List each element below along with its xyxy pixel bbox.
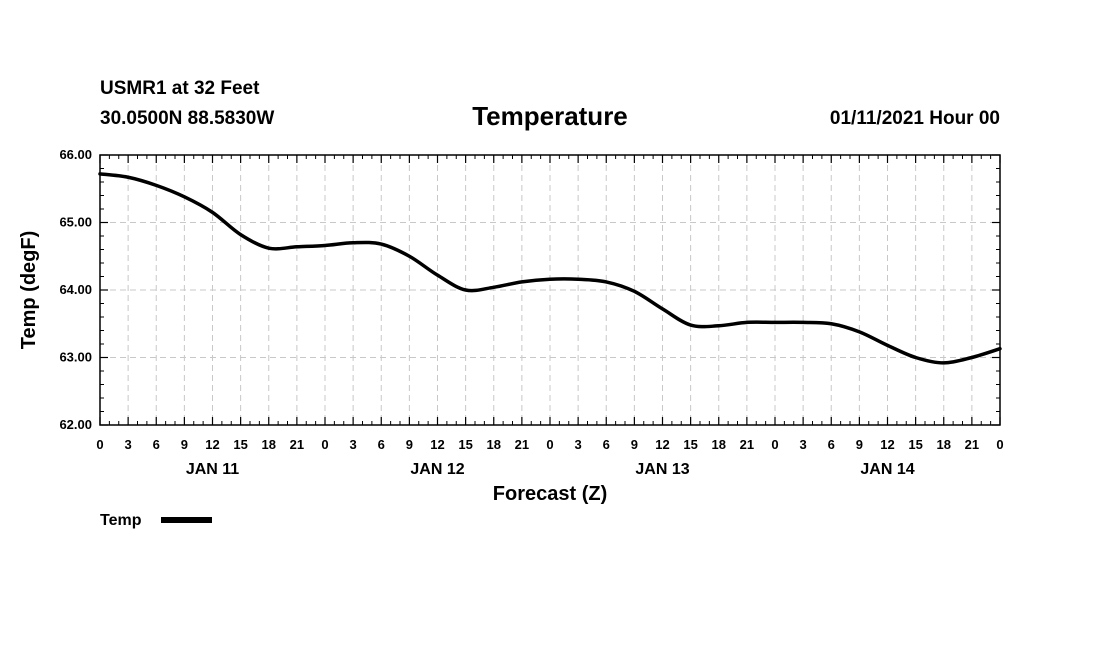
x-tick-label: 9: [406, 437, 413, 452]
x-tick-label: 21: [965, 437, 979, 452]
series-group: [98, 172, 1002, 365]
x-tick-label: 0: [96, 437, 103, 452]
y-axis-label: Temp (degF): [18, 231, 40, 350]
x-tick-label: 3: [350, 437, 357, 452]
y-tick-label: 62.00: [59, 417, 92, 432]
day-label: JAN 11: [186, 461, 239, 478]
x-tick-label: 0: [321, 437, 328, 452]
x-tick-label: 15: [458, 437, 472, 452]
x-tick-label: 3: [125, 437, 132, 452]
day-label: JAN 14: [860, 461, 914, 478]
x-tick-label: 12: [880, 437, 894, 452]
x-tick-label: 6: [378, 437, 385, 452]
x-tick-label: 15: [233, 437, 247, 452]
x-axis-label: Forecast (Z): [493, 483, 607, 505]
y-tick-label: 63.00: [59, 350, 92, 365]
legend: Temp: [100, 512, 212, 529]
grid-lines: [100, 155, 1000, 425]
station-label: USMR1 at 32 Feet: [100, 78, 260, 99]
x-tick-label: 6: [603, 437, 610, 452]
x-tick-label: 12: [430, 437, 444, 452]
x-tick-label: 3: [575, 437, 582, 452]
legend-label: Temp: [100, 512, 142, 529]
y-tick-label: 65.00: [59, 215, 92, 230]
x-tick-label: 0: [771, 437, 778, 452]
x-tick-label: 21: [290, 437, 304, 452]
x-tick-label: 18: [937, 437, 951, 452]
x-tick-label: 3: [800, 437, 807, 452]
chart-title: Temperature: [472, 101, 628, 131]
x-tick-label: 9: [856, 437, 863, 452]
day-label: JAN 12: [410, 461, 464, 478]
coordinates-label: 30.0500N 88.5830W: [100, 108, 274, 129]
x-tick-label: 15: [908, 437, 922, 452]
x-tick-label: 18: [487, 437, 501, 452]
x-tick-label: 9: [181, 437, 188, 452]
x-tick-label: 9: [631, 437, 638, 452]
x-tick-label: 0: [996, 437, 1003, 452]
x-tick-label: 21: [740, 437, 754, 452]
x-tick-label: 0: [546, 437, 553, 452]
forecast-date-label: 01/11/2021 Hour 00: [830, 108, 1000, 129]
temp-series-line: [98, 172, 1002, 365]
x-tick-label: 18: [712, 437, 726, 452]
x-tick-label: 12: [205, 437, 219, 452]
x-tick-label: 6: [828, 437, 835, 452]
plot-frame: [99, 154, 1001, 426]
x-tick-label: 12: [655, 437, 669, 452]
x-tick-label: 21: [515, 437, 529, 452]
x-tick-label: 6: [153, 437, 160, 452]
y-tick-label: 64.00: [59, 282, 92, 297]
y-tick-label: 66.00: [59, 147, 92, 162]
x-tick-label: 15: [683, 437, 697, 452]
x-tick-label: 18: [262, 437, 276, 452]
day-label: JAN 13: [635, 461, 689, 478]
